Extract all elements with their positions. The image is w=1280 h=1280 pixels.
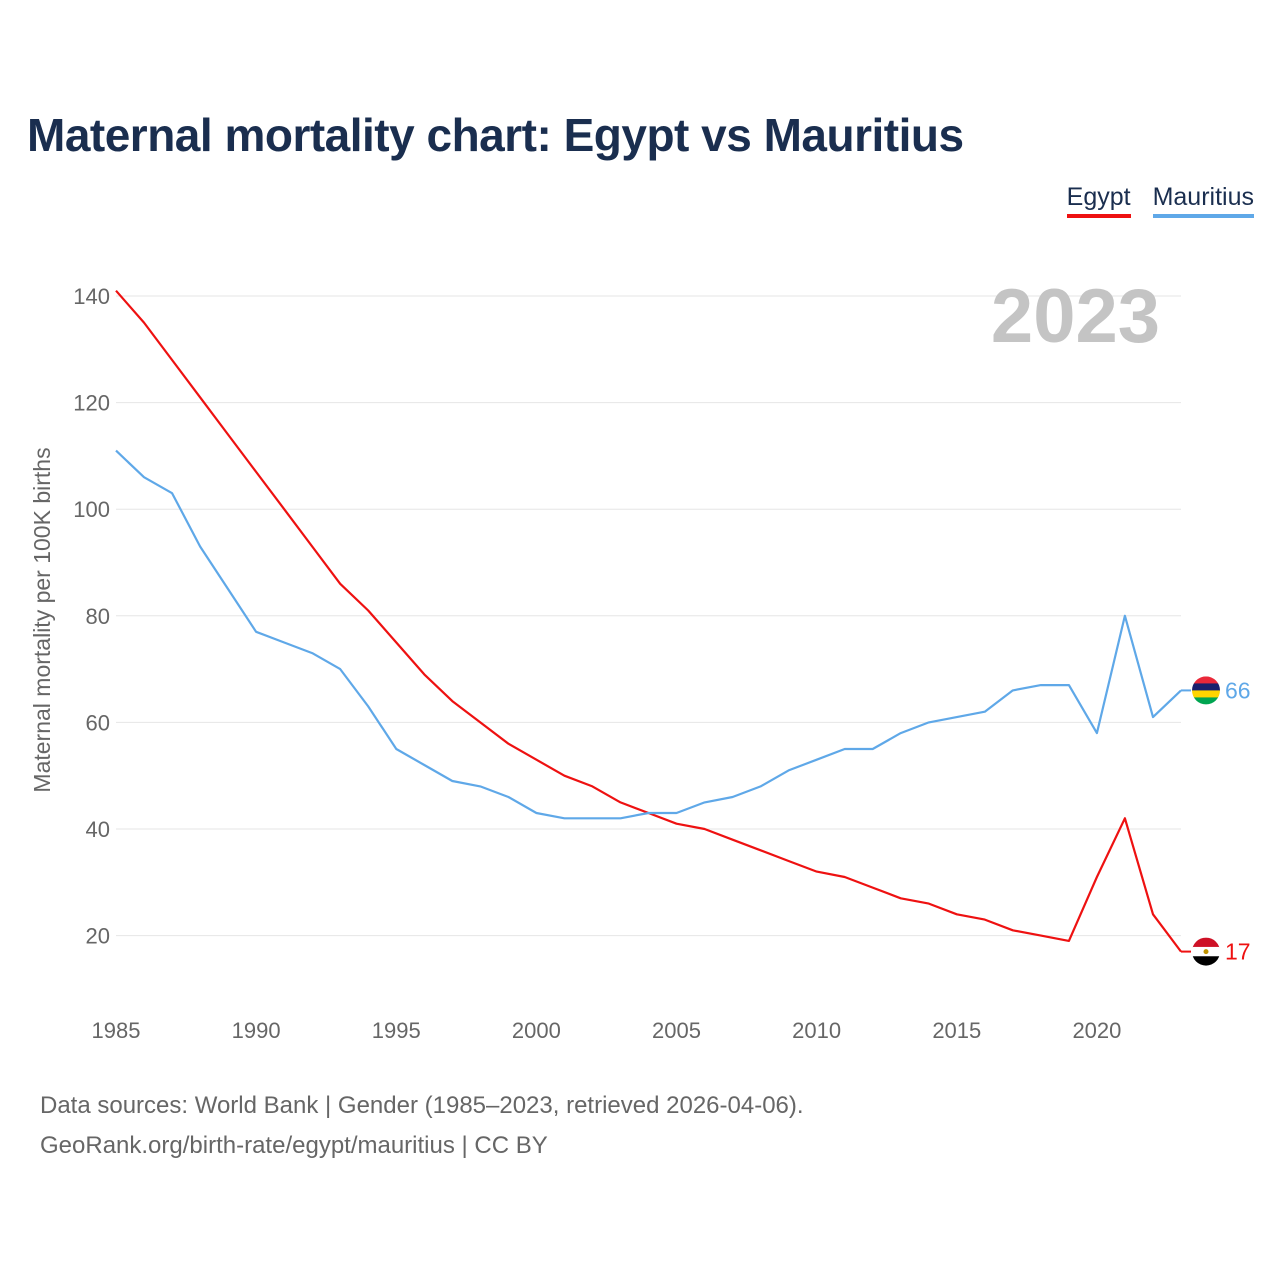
x-tick-label: 1985	[92, 1018, 141, 1043]
x-tick-label: 2010	[792, 1018, 841, 1043]
y-tick-label: 20	[86, 924, 110, 949]
legend-item-mauritius[interactable]: Mauritius	[1152, 183, 1254, 218]
x-tick-label: 1990	[232, 1018, 281, 1043]
x-tick-label: 2015	[932, 1018, 981, 1043]
y-tick-label: 100	[73, 497, 110, 522]
source-line-data: Data sources: World Bank | Gender (1985–…	[40, 1092, 804, 1119]
source-note: Data sources: World Bank | Gender (1985–…	[40, 1086, 804, 1166]
x-tick-label: 2020	[1072, 1018, 1121, 1043]
y-tick-label: 120	[73, 391, 110, 416]
source-line-link[interactable]: GeoRank.org/birth-rate/egypt/mauritius |…	[40, 1132, 548, 1159]
mauritius-flag-icon	[1192, 676, 1220, 705]
x-tick-label: 2000	[512, 1018, 561, 1043]
x-tick-label: 1995	[372, 1018, 421, 1043]
x-tick-label: 2005	[652, 1018, 701, 1043]
chart-title: Maternal mortality chart: Egypt vs Mauri…	[27, 109, 964, 161]
y-tick-label: 140	[73, 284, 110, 309]
year-label: 2023	[991, 274, 1160, 359]
end-value-egypt: 17	[1225, 939, 1251, 965]
series-line-egypt[interactable]	[115, 289, 1182, 953]
series-line-mauritius[interactable]	[115, 449, 1182, 820]
y-axis-title: Maternal mortality per 100K births	[29, 447, 55, 792]
y-tick-label: 60	[86, 710, 110, 735]
legend: Egypt Mauritius	[1066, 183, 1254, 218]
end-value-mauritius: 66	[1225, 677, 1251, 703]
y-tick-label: 80	[86, 604, 110, 629]
egypt-flag-icon	[1192, 937, 1220, 966]
legend-item-egypt[interactable]: Egypt	[1066, 183, 1131, 218]
y-tick-label: 40	[86, 817, 110, 842]
